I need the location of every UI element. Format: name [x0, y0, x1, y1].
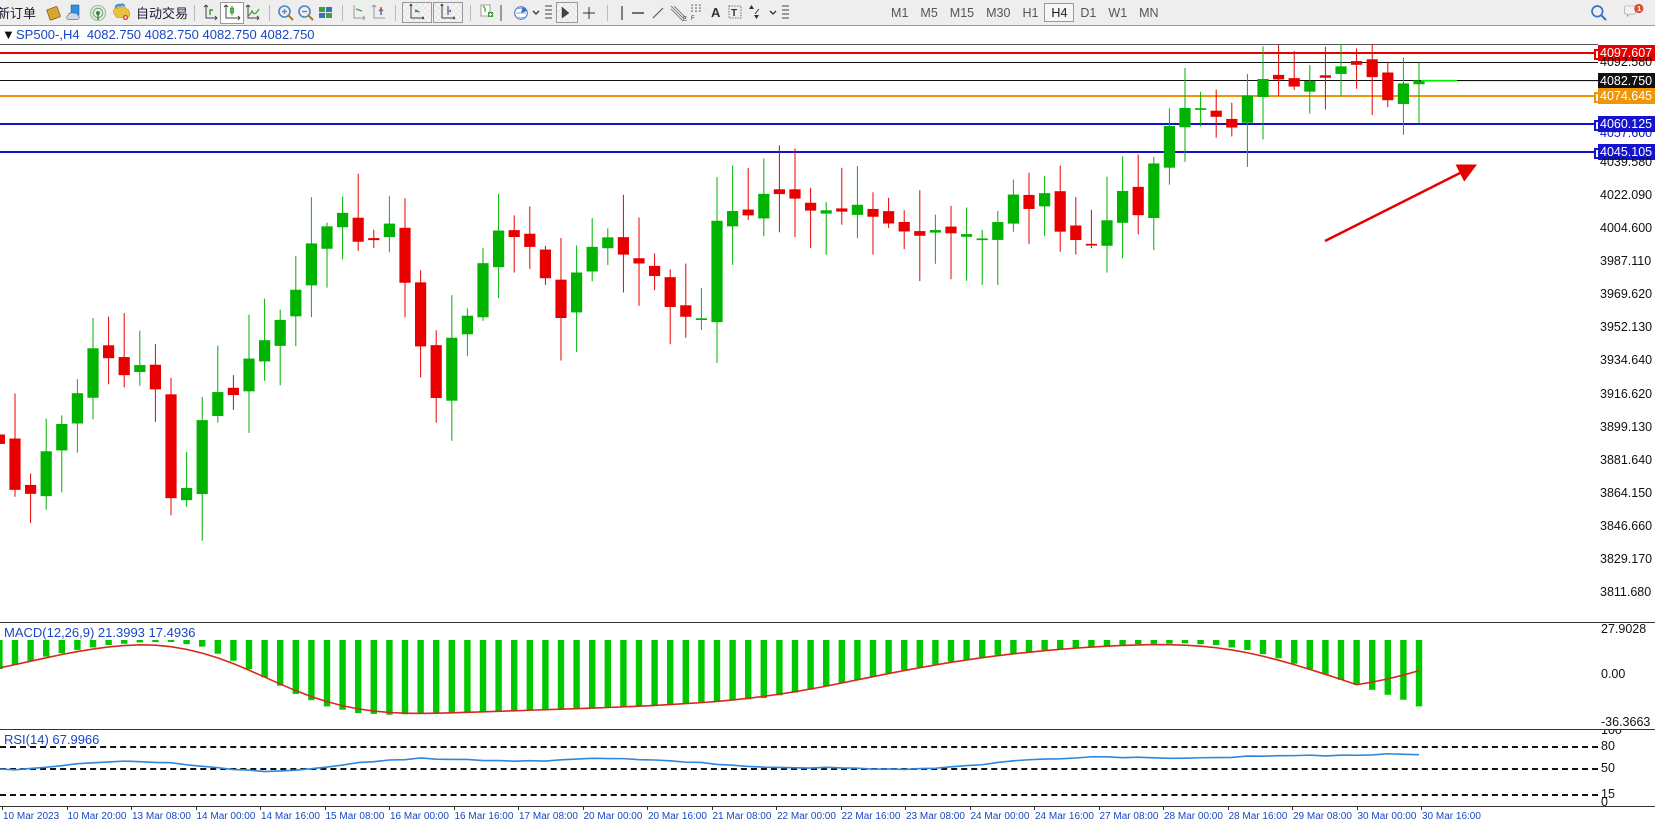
svg-text:A: A	[711, 5, 721, 20]
svg-text:F: F	[691, 16, 695, 22]
svg-text:E: E	[683, 17, 687, 23]
svg-text:T: T	[731, 8, 737, 19]
svg-text:1: 1	[1637, 4, 1641, 13]
